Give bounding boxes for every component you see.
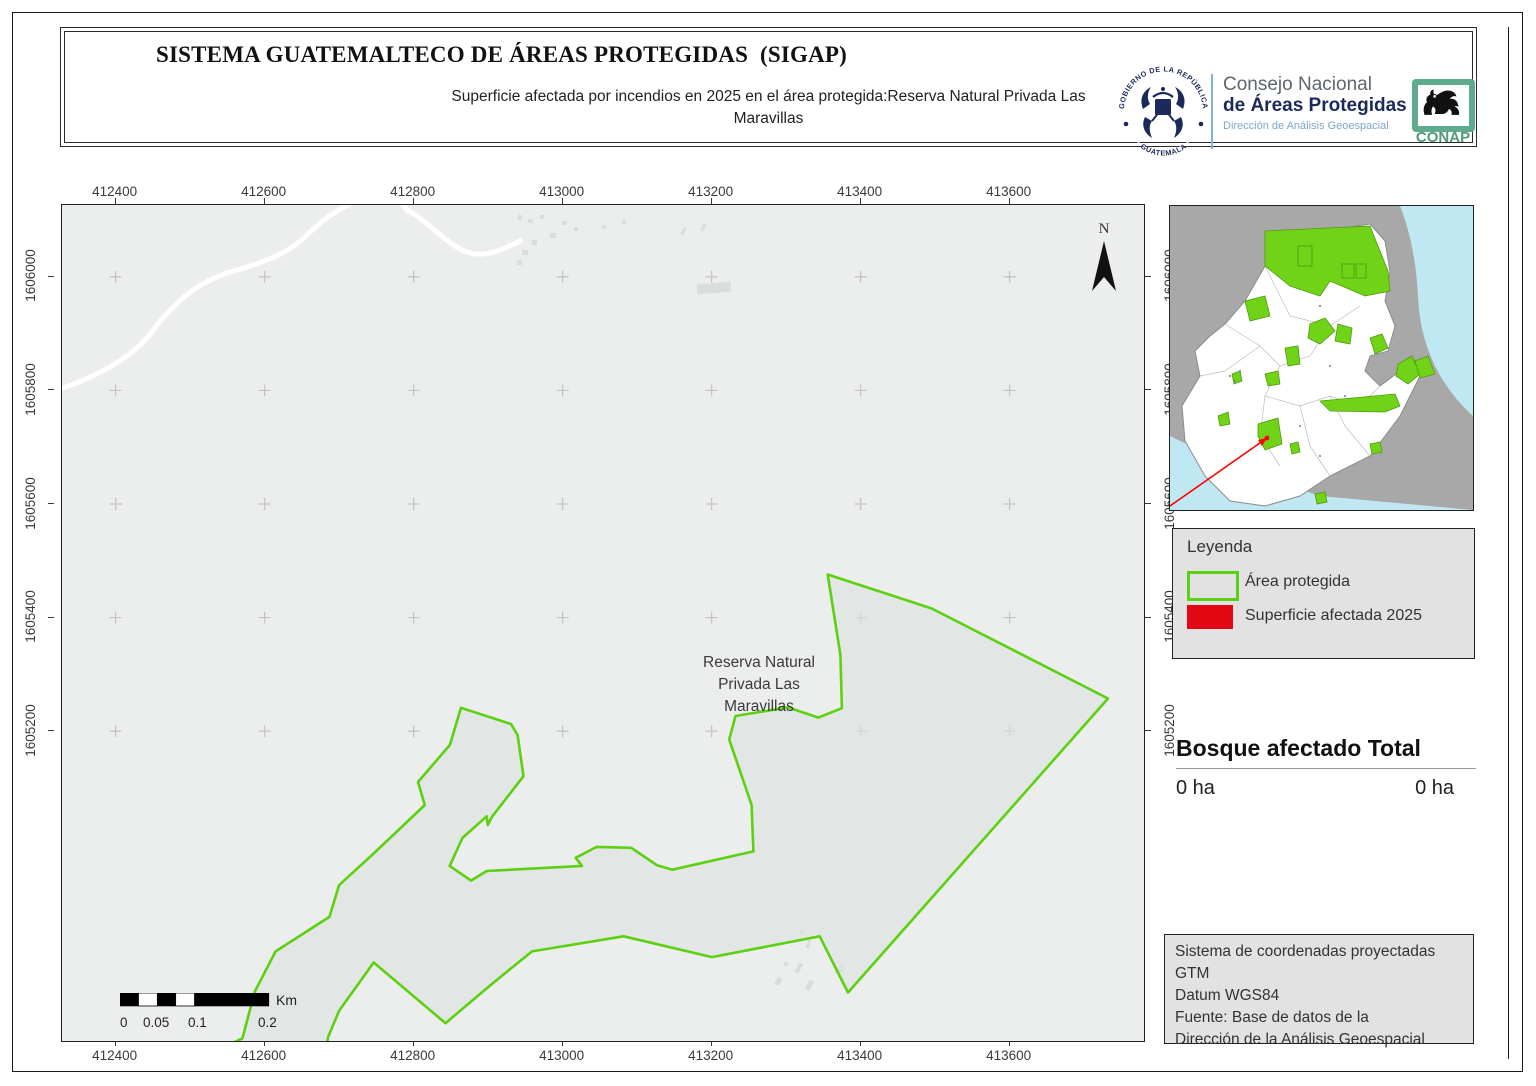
svg-text:N: N [1099, 221, 1110, 237]
svg-text:Reserva Natural: Reserva Natural [703, 654, 815, 671]
svg-text:CONAP: CONAP [1416, 129, 1470, 143]
svg-text:0.05: 0.05 [143, 1015, 169, 1030]
svg-text:0.1: 0.1 [188, 1015, 207, 1030]
svg-text:0.2: 0.2 [258, 1015, 277, 1030]
svg-text:GUATEMALA: GUATEMALA [1139, 141, 1189, 156]
svg-text:Privada Las: Privada Las [718, 676, 800, 693]
svg-text:Maravillas: Maravillas [724, 698, 794, 715]
svg-text:Km: Km [276, 993, 297, 1008]
svg-text:0: 0 [120, 1015, 128, 1030]
